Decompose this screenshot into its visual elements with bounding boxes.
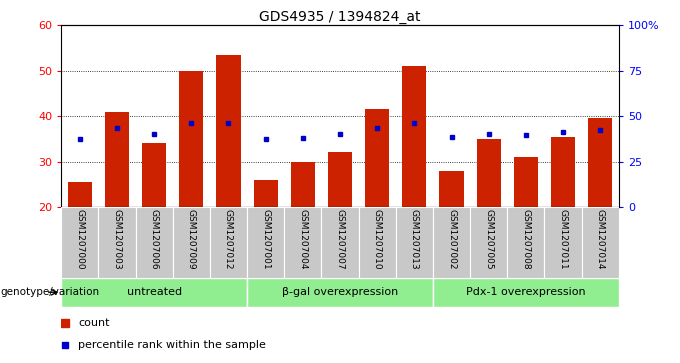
Bar (99, 207, 135, 278)
Text: genotype/variation: genotype/variation (0, 287, 99, 297)
Bar (365, 109, 389, 207)
Text: GSM1207002: GSM1207002 (447, 209, 456, 270)
Bar (545, 207, 581, 278)
Bar (514, 157, 538, 207)
Bar (470, 207, 507, 278)
Bar (403, 66, 426, 207)
Bar (581, 207, 619, 278)
Text: GSM1207012: GSM1207012 (224, 209, 233, 270)
Text: untreated: untreated (126, 287, 182, 297)
Text: GSM1207007: GSM1207007 (335, 209, 345, 270)
Title: GDS4935 / 1394824_at: GDS4935 / 1394824_at (259, 11, 421, 24)
Text: β-gal overexpression: β-gal overexpression (282, 287, 398, 297)
Bar (291, 162, 315, 207)
Bar (433, 278, 619, 307)
Bar (358, 207, 396, 278)
Text: GSM1207006: GSM1207006 (150, 209, 158, 270)
Bar (142, 143, 166, 207)
Bar (180, 71, 203, 207)
Bar (396, 207, 433, 278)
Bar (210, 207, 247, 278)
Text: GSM1207014: GSM1207014 (596, 209, 605, 270)
Text: GSM1207010: GSM1207010 (373, 209, 381, 270)
Bar (105, 112, 129, 207)
Text: GSM1207003: GSM1207003 (112, 209, 122, 270)
Bar (477, 139, 500, 207)
Bar (68, 182, 92, 207)
Bar (61, 207, 99, 278)
Text: GSM1207005: GSM1207005 (484, 209, 493, 270)
Bar (247, 207, 284, 278)
Text: GSM1207000: GSM1207000 (75, 209, 84, 270)
Bar (216, 55, 241, 207)
Bar (135, 207, 173, 278)
Bar (254, 180, 277, 207)
Text: GSM1207009: GSM1207009 (187, 209, 196, 270)
Text: GSM1207004: GSM1207004 (299, 209, 307, 270)
Bar (551, 136, 575, 207)
Bar (433, 207, 470, 278)
Text: GSM1207008: GSM1207008 (522, 209, 530, 270)
Bar (247, 278, 433, 307)
Bar (284, 207, 322, 278)
Text: Pdx-1 overexpression: Pdx-1 overexpression (466, 287, 585, 297)
Bar (322, 207, 358, 278)
Bar (588, 118, 612, 207)
Text: GSM1207001: GSM1207001 (261, 209, 270, 270)
Text: GSM1207013: GSM1207013 (410, 209, 419, 270)
Text: percentile rank within the sample: percentile rank within the sample (78, 340, 266, 350)
Bar (439, 171, 464, 207)
Bar (61, 278, 247, 307)
Bar (507, 207, 545, 278)
Bar (328, 152, 352, 207)
Bar (173, 207, 210, 278)
Text: count: count (78, 318, 109, 328)
Text: GSM1207011: GSM1207011 (558, 209, 568, 270)
